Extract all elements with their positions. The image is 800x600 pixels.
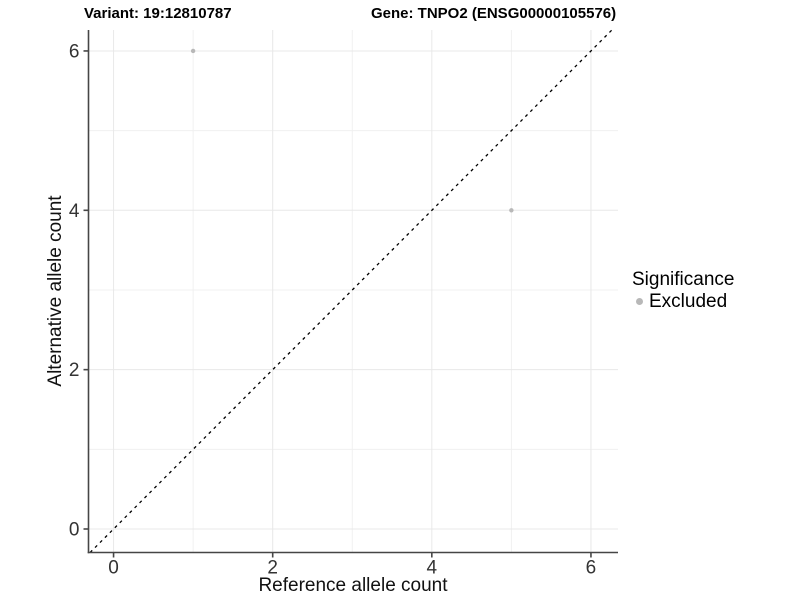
y-tick-label: 0 bbox=[69, 519, 80, 540]
legend: Significance Excluded bbox=[630, 269, 734, 312]
legend-title: Significance bbox=[632, 269, 735, 290]
plot-title-gene: Gene: TNPO2 (ENSG00000105576) bbox=[371, 5, 617, 22]
y-tick-label: 6 bbox=[69, 41, 80, 62]
identity-line bbox=[89, 29, 613, 553]
legend-item-excluded: Excluded bbox=[636, 291, 734, 312]
y-tick-label: 2 bbox=[69, 360, 80, 381]
x-tick-label: 6 bbox=[586, 558, 597, 579]
y-axis-title: Alternative allele count bbox=[45, 195, 66, 387]
plot-title-variant: Variant: 19:12810787 bbox=[84, 5, 232, 22]
x-tick-label: 0 bbox=[108, 558, 119, 579]
legend-item-label: Excluded bbox=[649, 291, 728, 312]
data-point bbox=[509, 208, 514, 213]
y-tick-label: 4 bbox=[69, 201, 80, 222]
excluded-point-icon bbox=[636, 298, 643, 305]
x-axis-title: Reference allele count bbox=[258, 575, 448, 596]
data-point bbox=[190, 48, 196, 54]
x-tick-label: 2 bbox=[267, 558, 278, 579]
x-tick-label: 4 bbox=[427, 558, 438, 579]
